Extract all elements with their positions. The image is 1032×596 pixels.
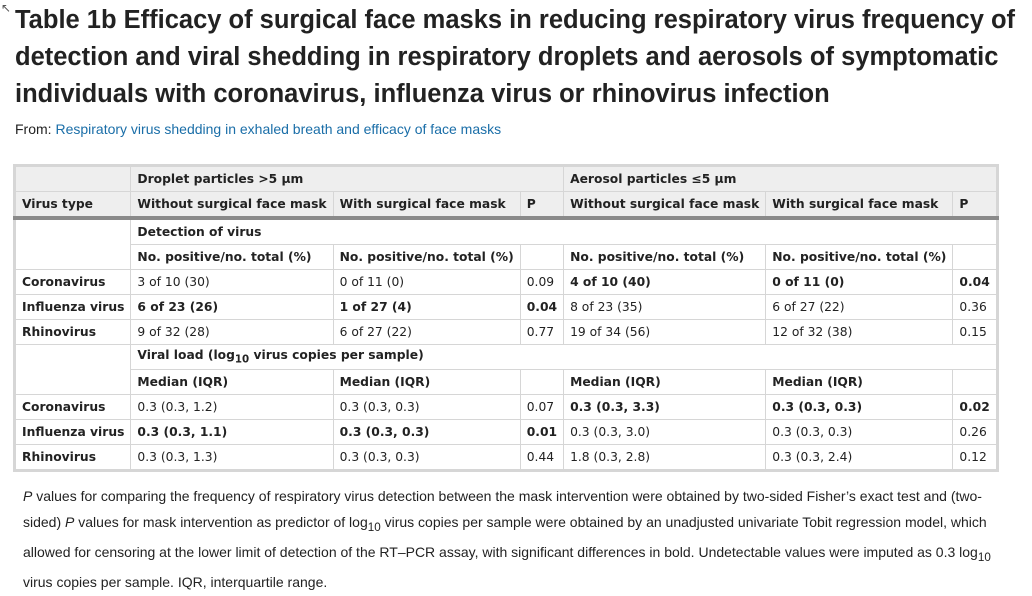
- table-cell: 0.3 (0.3, 0.3): [765, 419, 954, 445]
- table-row: Influenza virus 0.3 (0.3, 1.1) 0.3 (0.3, 0…: [13, 419, 998, 445]
- virus-type-cell: Coronavirus: [13, 269, 132, 295]
- table-cell: 12 of 32 (38): [765, 319, 954, 345]
- blank-cell: [952, 244, 998, 270]
- table-row: Coronavirus 3 of 10 (30) 0 of 11 (0) 0.09 4 …: [13, 269, 998, 295]
- table-cell: 0 of 11 (0): [765, 269, 954, 295]
- table-row: Median (IQR) Median (IQR) Median (IQR) Medi…: [15, 369, 998, 395]
- table-cell: 4 of 10 (40): [563, 269, 767, 295]
- blank-cell: [13, 344, 132, 395]
- table-cell: 19 of 34 (56): [563, 319, 767, 345]
- from-label: From:: [15, 121, 56, 137]
- table-cell: 8 of 23 (35): [563, 294, 767, 320]
- group-header: Droplet particles >5 μm: [130, 165, 565, 192]
- footnote-text: virus copies per sample were obtained by…: [23, 513, 987, 560]
- table-cell: 0.3 (0.3, 0.3): [332, 394, 521, 420]
- subheader: Median (IQR): [332, 369, 521, 395]
- table-cell: 0.3 (0.3, 1.1): [130, 419, 334, 445]
- table-cell: 0.12: [952, 444, 998, 471]
- table-cell: 6 of 23 (26): [130, 294, 334, 320]
- table-row: Detection of virus: [13, 217, 998, 270]
- column-header: Virus type: [13, 191, 132, 220]
- column-header: With surgical face mask: [332, 191, 521, 220]
- subheader: Median (IQR): [765, 369, 954, 395]
- subheader: Median (IQR): [130, 369, 334, 395]
- table-cell: 0.77: [519, 319, 565, 345]
- table-cell: 6 of 27 (22): [332, 319, 521, 345]
- table-cell: 0.36: [952, 294, 998, 320]
- column-header: P: [519, 191, 565, 220]
- table-row: Coronavirus 0.3 (0.3, 1.2) 0.3 (0.3, 0.3) 0…: [13, 394, 998, 420]
- table-cell: 0.04: [952, 269, 998, 295]
- footnote-text: virus copies per sample. IQR, interquart…: [23, 574, 328, 591]
- table-cell: 1.8 (0.3, 2.8): [563, 444, 767, 471]
- table-cell: 0.07: [519, 394, 565, 420]
- mouse-cursor-icon: ↖: [1, 1, 12, 15]
- section-title-text: Viral load (log: [137, 348, 235, 363]
- virus-type-cell: Influenza virus: [13, 419, 132, 445]
- table-cell: 3 of 10 (30): [130, 269, 334, 295]
- section-title-text: virus copies per sample): [249, 348, 424, 363]
- table-cell: 0.3 (0.3, 2.4): [765, 444, 954, 471]
- table-cell: 0.04: [519, 294, 565, 320]
- table-row: No. positive/no. total (%) No. positive/n…: [15, 244, 998, 270]
- table-cell: 0.3 (0.3, 0.3): [332, 419, 521, 445]
- header-cell: [13, 165, 132, 192]
- virus-type-cell: Rhinovirus: [13, 319, 132, 345]
- source-line: From: Respiratory virus shedding in exha…: [15, 121, 501, 137]
- table-row: Droplet particles >5 μm Aerosol particles…: [13, 165, 998, 192]
- results-table: Droplet particles >5 μm Aerosol particles…: [13, 164, 999, 472]
- section-title: Detection of virus: [130, 217, 998, 245]
- footnote-text: values for comparing the frequency of re…: [23, 488, 982, 530]
- table-cell: 0.3 (0.3, 1.2): [130, 394, 334, 420]
- table-footnote: P values for comparing the frequency of …: [23, 484, 1008, 596]
- table-cell: 0.44: [519, 444, 565, 471]
- column-header: With surgical face mask: [765, 191, 954, 220]
- table-title: Table 1b Efficacy of surgical face masks…: [15, 6, 1016, 108]
- column-header: P: [952, 191, 998, 220]
- table-cell: 6 of 27 (22): [765, 294, 954, 320]
- table-cell: 0.3 (0.3, 3.0): [563, 419, 767, 445]
- p-symbol: P: [65, 513, 75, 530]
- table-row: Influenza virus 6 of 23 (26) 1 of 27 (4) 0.…: [13, 294, 998, 320]
- subscript: 10: [977, 550, 991, 564]
- table-cell: 9 of 32 (28): [130, 319, 334, 345]
- table-cell: 0.3 (0.3, 1.3): [130, 444, 334, 471]
- virus-type-cell: Influenza virus: [13, 294, 132, 320]
- column-header: Without surgical face mask: [130, 191, 334, 220]
- table-cell: 0.01: [519, 419, 565, 445]
- subscript: 10: [367, 520, 381, 534]
- subscript: 10: [234, 353, 250, 366]
- table-cell: 0.02: [952, 394, 998, 420]
- blank-cell: [952, 369, 998, 395]
- source-article-link[interactable]: Respiratory virus shedding in exhaled br…: [55, 121, 502, 137]
- table-cell: 0.3 (0.3, 0.3): [332, 444, 521, 471]
- blank-cell: [519, 244, 565, 270]
- subheader: Median (IQR): [563, 369, 767, 395]
- table-row: Virus type Without surgical face mask With…: [13, 191, 998, 220]
- column-header: Without surgical face mask: [563, 191, 767, 220]
- section-title: Viral load (log10 virus copies per sampl…: [130, 344, 998, 370]
- table-cell: 1 of 27 (4): [332, 294, 521, 320]
- blank-cell: [13, 217, 132, 270]
- blank-cell: [519, 369, 565, 395]
- p-symbol: P: [23, 488, 33, 504]
- table-cell: 0 of 11 (0): [332, 269, 521, 295]
- table-cell: 0.09: [519, 269, 565, 295]
- group-header: Aerosol particles ≤5 μm: [563, 165, 998, 192]
- virus-type-cell: Coronavirus: [13, 394, 132, 420]
- subheader: No. positive/no. total (%): [332, 244, 521, 270]
- table-cell: 0.15: [952, 319, 998, 345]
- virus-type-cell: Rhinovirus: [13, 444, 132, 471]
- table-row: Rhinovirus 0.3 (0.3, 1.3) 0.3 (0.3, 0.3) 0.…: [13, 444, 998, 471]
- table-row: Viral load (log10 virus copies per sampl…: [13, 344, 998, 395]
- table-cell: 0.3 (0.3, 3.3): [563, 394, 767, 420]
- subheader: No. positive/no. total (%): [563, 244, 767, 270]
- table-row: Rhinovirus 9 of 32 (28) 6 of 27 (22) 0.77 19…: [13, 319, 998, 345]
- table-cell: 0.26: [952, 419, 998, 445]
- subheader: No. positive/no. total (%): [765, 244, 954, 270]
- subheader: No. positive/no. total (%): [130, 244, 334, 270]
- table-cell: 0.3 (0.3, 0.3): [765, 394, 954, 420]
- footnote-text: values for mask intervention as predicto…: [74, 513, 368, 530]
